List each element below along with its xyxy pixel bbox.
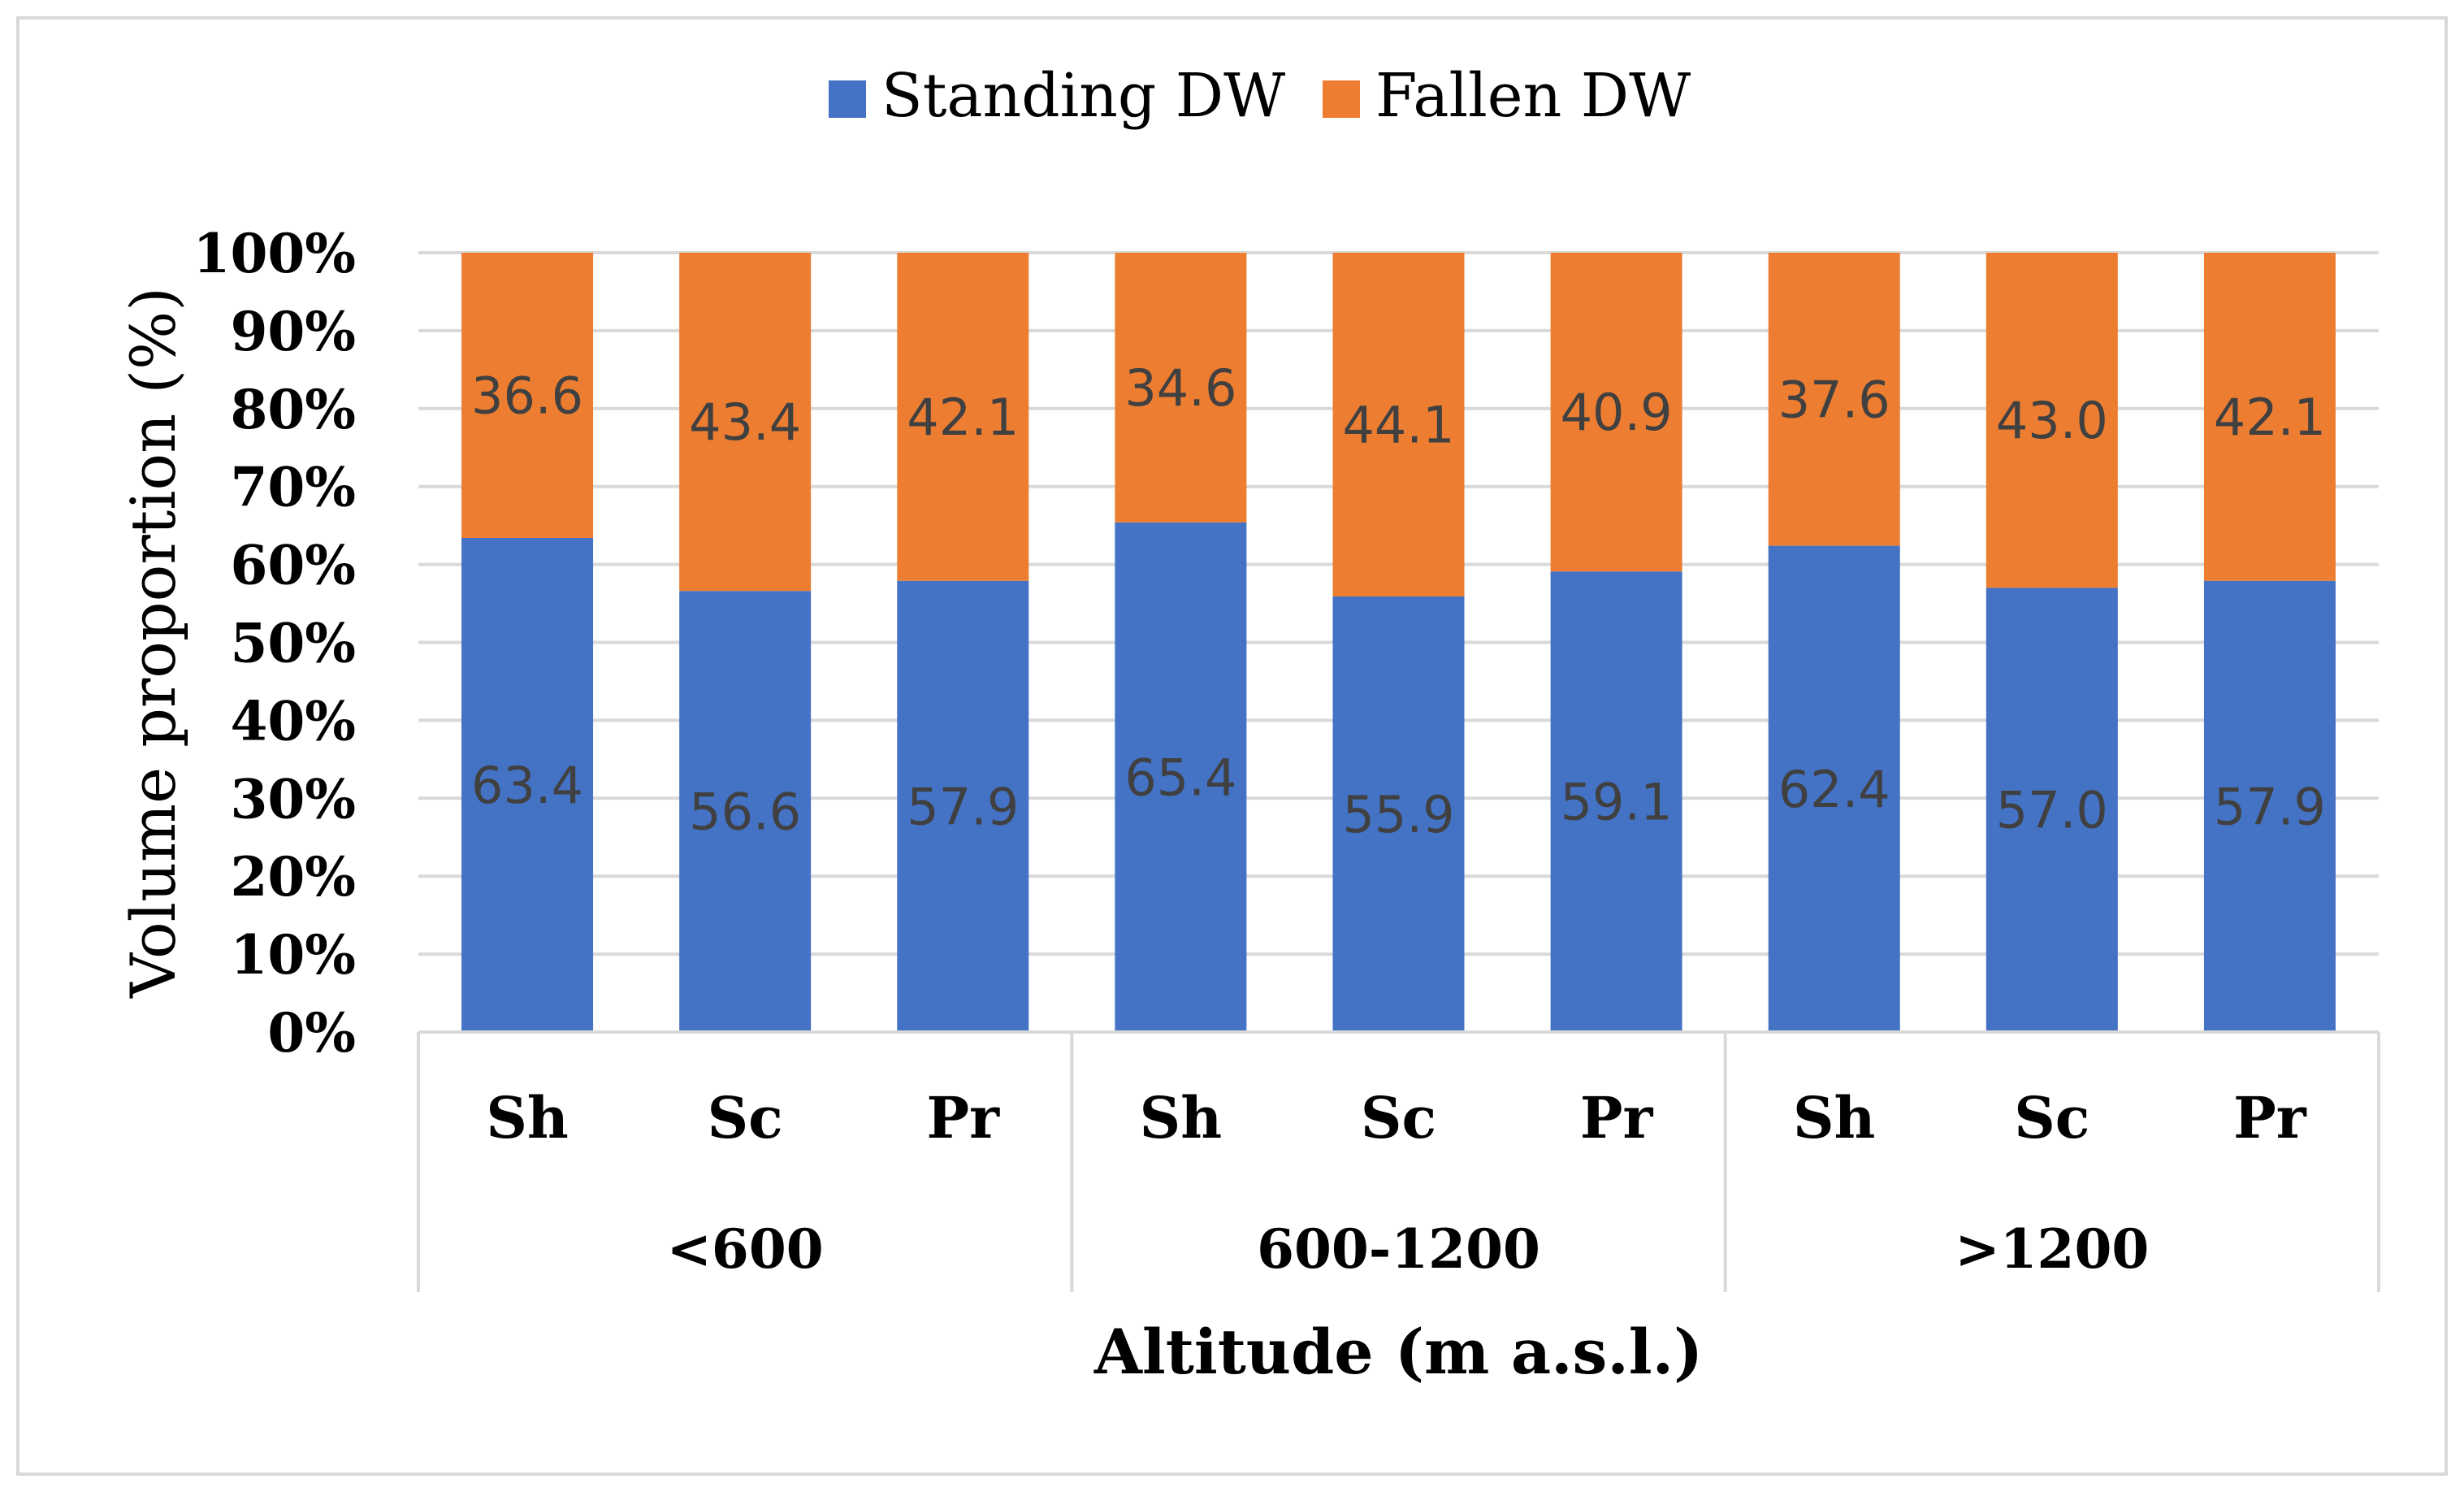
- x-category-label: Sh: [1140, 1084, 1222, 1152]
- x-group-label: <600: [667, 1217, 824, 1281]
- bar-fallen-dw[interactable]: [1985, 253, 2118, 588]
- bar-fallen-dw[interactable]: [461, 253, 594, 538]
- y-tick-label: 0%: [267, 1001, 356, 1065]
- x-group-label: 600-1200: [1257, 1217, 1540, 1281]
- data-label-standing: 57.9: [2214, 777, 2326, 836]
- bar-standing-dw[interactable]: [2203, 580, 2336, 1032]
- bar-standing-dw[interactable]: [1332, 596, 1465, 1032]
- x-category-label: Pr: [927, 1084, 1001, 1152]
- data-label-fallen: 42.1: [907, 388, 1019, 447]
- y-tick-label: 60%: [230, 534, 356, 597]
- bar-fallen-dw[interactable]: [1768, 253, 1900, 546]
- bar-standing-dw[interactable]: [1768, 545, 1900, 1032]
- bar-fallen-dw[interactable]: [897, 253, 1029, 581]
- x-category-label: Sc: [1361, 1084, 1436, 1152]
- x-axis-title: Altitude (m a.s.l.): [1093, 1316, 1703, 1388]
- legend-swatch-fallen-dw[interactable]: [1323, 80, 1360, 118]
- data-label-fallen: 42.1: [2214, 388, 2326, 447]
- data-label-fallen: 37.6: [1778, 370, 1890, 429]
- y-tick-label: 100%: [193, 222, 356, 285]
- y-tick-label: 10%: [230, 923, 356, 987]
- legend-label-standing-dw[interactable]: Standing DW: [881, 61, 1285, 131]
- x-category-label: Sc: [708, 1084, 783, 1152]
- data-label-standing: 59.1: [1561, 773, 1673, 832]
- data-label-fallen: 34.6: [1124, 358, 1236, 418]
- bar-standing-dw[interactable]: [897, 580, 1029, 1032]
- bar-standing-dw[interactable]: [1985, 588, 2118, 1032]
- data-label-standing: 56.6: [689, 783, 801, 842]
- data-label-standing: 55.9: [1342, 785, 1454, 844]
- y-tick-label: 30%: [230, 767, 356, 831]
- chart-frame: [16, 16, 2448, 1476]
- y-tick-label: 40%: [230, 689, 356, 753]
- x-category-label: Pr: [2233, 1084, 2307, 1152]
- bar-standing-dw[interactable]: [679, 591, 812, 1032]
- data-label-standing: 57.0: [1996, 781, 2108, 840]
- y-tick-label: 80%: [230, 378, 356, 441]
- x-category-label: Pr: [1580, 1084, 1654, 1152]
- bar-fallen-dw[interactable]: [1332, 253, 1465, 596]
- data-label-standing: 62.4: [1778, 760, 1890, 819]
- bar-standing-dw[interactable]: [1115, 522, 1247, 1032]
- y-tick-label: 90%: [230, 300, 356, 363]
- bar-fallen-dw[interactable]: [2203, 253, 2336, 581]
- y-tick-label: 50%: [230, 612, 356, 675]
- data-label-standing: 57.9: [907, 777, 1019, 836]
- legend-swatch-standing-dw[interactable]: [829, 80, 866, 118]
- legend-label-fallen-dw[interactable]: Fallen DW: [1375, 61, 1691, 131]
- bar-standing-dw[interactable]: [1550, 571, 1682, 1032]
- y-axis-title: Volume proportion (%): [117, 287, 189, 999]
- bar-standing-dw[interactable]: [461, 537, 594, 1032]
- data-label-fallen: 36.6: [471, 366, 583, 425]
- data-label-fallen: 43.4: [689, 393, 801, 452]
- x-category-label: Sc: [2014, 1084, 2089, 1152]
- x-group-label: >1200: [1955, 1217, 2149, 1281]
- y-tick-label: 70%: [230, 456, 356, 519]
- bar-fallen-dw[interactable]: [1550, 253, 1682, 572]
- x-category-label: Sh: [1793, 1084, 1875, 1152]
- data-label-standing: 65.4: [1124, 748, 1236, 807]
- bar-fallen-dw[interactable]: [679, 253, 812, 592]
- y-tick-label: 20%: [230, 845, 356, 909]
- data-label-fallen: 40.9: [1561, 383, 1673, 442]
- bar-fallen-dw[interactable]: [1115, 253, 1247, 523]
- x-category-label: Sh: [486, 1084, 568, 1152]
- data-label-fallen: 43.0: [1996, 391, 2108, 450]
- data-label-fallen: 44.1: [1342, 395, 1454, 454]
- data-label-standing: 63.4: [471, 756, 583, 815]
